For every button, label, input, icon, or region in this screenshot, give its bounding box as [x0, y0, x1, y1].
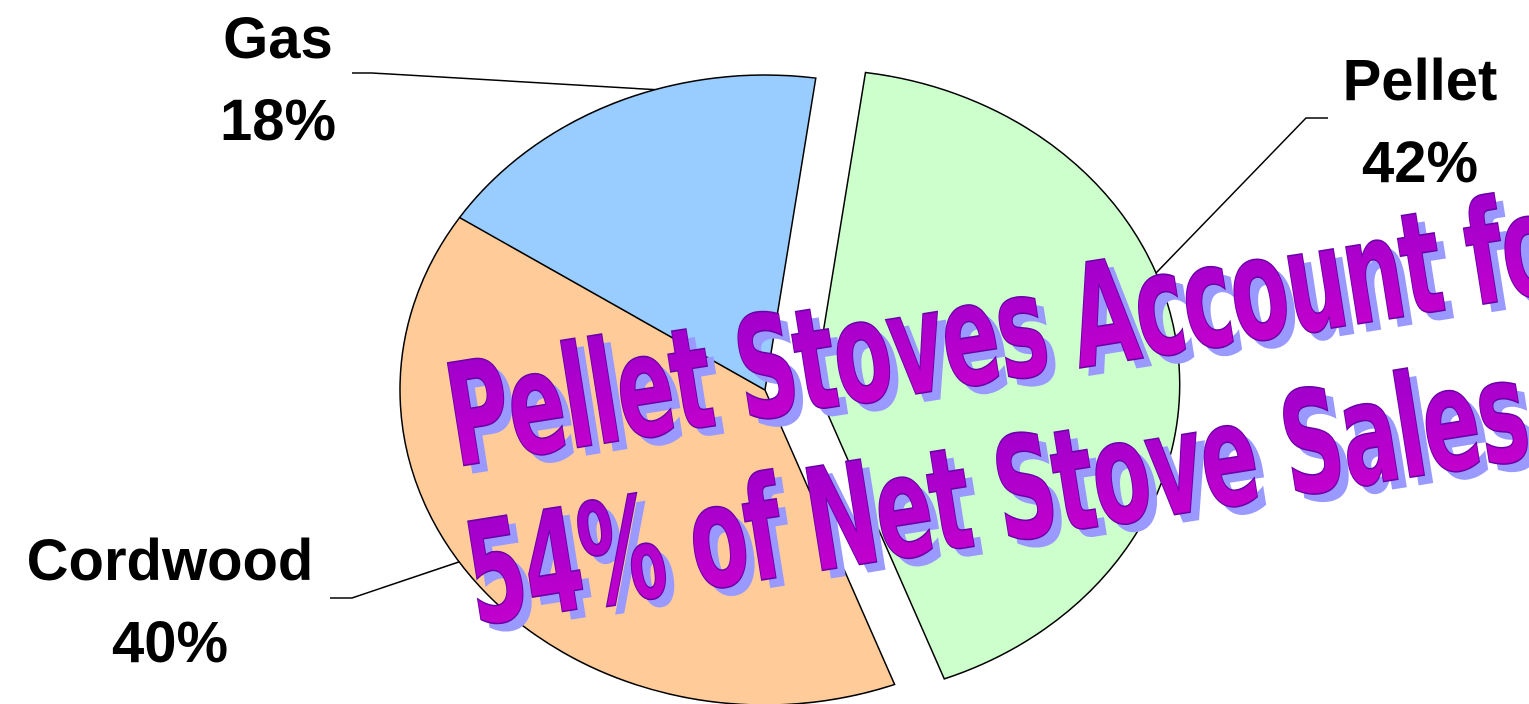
slice-name-gas: Gas: [223, 6, 333, 71]
leader-line-cordwood: [330, 562, 459, 598]
slice-label-cordwood: Cordwood 40%: [27, 528, 314, 675]
slice-label-gas: Gas 18%: [220, 6, 336, 153]
leader-line-gas: [352, 73, 655, 90]
slice-name-cordwood: Cordwood: [27, 528, 314, 593]
slice-percent-gas: 18%: [220, 88, 336, 153]
slice-name-pellet: Pellet: [1343, 48, 1498, 113]
slice-percent-cordwood: 40%: [112, 610, 228, 675]
